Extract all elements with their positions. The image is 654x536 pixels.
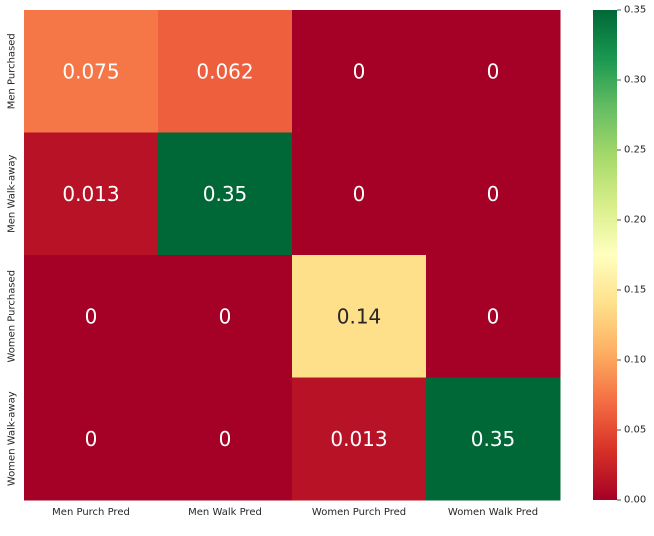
cell-annotation-r2-c0: 0	[85, 304, 98, 328]
heatmap-cell-r0-c2	[292, 10, 427, 133]
colorbar-tick-label: 0.05	[624, 425, 646, 436]
heatmap-cells	[24, 10, 561, 501]
heatmap-cell-r3-c1	[158, 377, 293, 501]
heatmap-cell-r2-c2	[292, 255, 427, 378]
colorbar-tick-label: 0.30	[624, 75, 646, 86]
y-tick-label: Men Purchased	[7, 33, 18, 109]
colorbar-tick-label: 0.00	[624, 495, 646, 506]
heatmap-cell-r2-c1	[158, 255, 293, 378]
heatmap-cell-r1-c0	[24, 132, 159, 256]
x-axis-ticks: Men Purch Pred Men Walk Pred Women Purch P…	[52, 507, 538, 518]
y-tick-label: Women Purchased	[7, 270, 18, 363]
x-tick-label: Women Walk Pred	[448, 507, 538, 518]
cell-annotation-r0-c0: 0.075	[62, 59, 119, 83]
cell-annotation-r2-c1: 0	[219, 304, 232, 328]
heatmap-cell-r0-c3	[426, 10, 561, 133]
cell-annotation-r3-c3: 0.35	[471, 427, 516, 451]
y-tick-label: Men Walk-away	[7, 155, 18, 233]
colorbar-tick-label: 0.10	[624, 355, 646, 366]
y-axis-ticks: Men Purchased Men Walk-away Women Purchase…	[7, 33, 18, 486]
cell-annotation-r2-c2: 0.14	[337, 304, 382, 328]
heatmap-cell-r3-c0	[24, 377, 159, 501]
x-tick-label: Women Purch Pred	[312, 507, 406, 518]
cell-annotation-r1-c1: 0.35	[203, 182, 248, 206]
colorbar-tick-label: 0.35	[624, 5, 646, 16]
cell-annotation-r1-c0: 0.013	[62, 182, 119, 206]
x-tick-label: Men Walk Pred	[188, 507, 262, 518]
heatmap-cell-r3-c2	[292, 377, 427, 501]
heatmap-cell-r3-c3	[426, 377, 561, 501]
heatmap-cell-r0-c0	[24, 10, 159, 133]
x-tick-label: Men Purch Pred	[52, 507, 130, 518]
cell-annotation-r0-c3: 0	[487, 59, 500, 83]
y-tick-label: Women Walk-away	[7, 391, 18, 486]
cell-annotation-r0-c1: 0.062	[196, 59, 253, 83]
colorbar-tick-label: 0.25	[624, 145, 646, 156]
heatmap-cell-r1-c2	[292, 132, 427, 256]
cell-annotation-r2-c3: 0	[487, 304, 500, 328]
colorbar-ticks: 0.00 0.05 0.10 0.15 0.20 0.25 0.30 0.35	[617, 5, 646, 506]
cell-annotation-r1-c2: 0	[353, 182, 366, 206]
cell-annotation-r3-c2: 0.013	[330, 427, 387, 451]
cell-annotation-r0-c2: 0	[353, 59, 366, 83]
colorbar-tick-label: 0.20	[624, 215, 646, 226]
colorbar-gradient	[593, 10, 617, 500]
cell-annotation-r1-c3: 0	[487, 182, 500, 206]
colorbar	[593, 10, 617, 500]
heatmap-cell-r0-c1	[158, 10, 293, 133]
cell-annotation-r3-c0: 0	[85, 427, 98, 451]
heatmap-cell-r1-c1	[158, 132, 293, 256]
cell-annotation-r3-c1: 0	[219, 427, 232, 451]
heatmap-cell-r2-c0	[24, 255, 159, 378]
heatmap-cell-r1-c3	[426, 132, 561, 256]
heatmap-cell-r2-c3	[426, 255, 561, 378]
heatmap-annotations: 0.075 0.062 0 0 0.013 0.35 0 0 0 0 0.14 0 0 0 0.013 0.3…	[62, 59, 515, 451]
colorbar-tick-label: 0.15	[624, 285, 646, 296]
